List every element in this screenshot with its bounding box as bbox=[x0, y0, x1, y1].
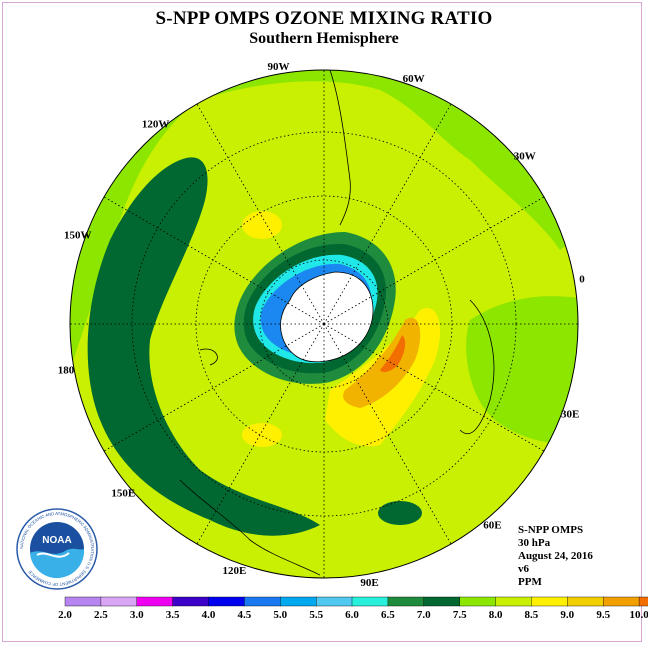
coastlines bbox=[179, 69, 495, 576]
info-line-units: PPM bbox=[518, 576, 542, 588]
noaa-logo-text: NOAA bbox=[42, 535, 71, 546]
colorbar-swatch bbox=[136, 596, 174, 607]
colorbar-label: 7.0 bbox=[417, 609, 431, 621]
colorbar-swatch bbox=[531, 596, 569, 607]
longitude-label: 60E bbox=[483, 520, 501, 532]
map-title: S-NPP OMPS OZONE MIXING RATIO bbox=[155, 8, 493, 29]
colorbar: 2.0 2.5 3.0 3.5 4.0 4.5 5.0 5.5 6.0 6.5 7.0 7.5 8.0 8… bbox=[58, 596, 648, 621]
yellow-patch-west bbox=[242, 211, 282, 239]
colorbar-swatch bbox=[208, 596, 246, 607]
longitude-label: 90E bbox=[360, 577, 378, 589]
colorbar-swatch bbox=[100, 596, 138, 607]
longitude-label: 30E bbox=[561, 409, 579, 421]
longitude-label: 120E bbox=[222, 565, 246, 577]
colorbar-swatch bbox=[172, 596, 210, 607]
colorbar-swatch bbox=[459, 596, 497, 607]
colorbar-label: 5.0 bbox=[273, 609, 287, 621]
yellow-patch-south bbox=[242, 423, 282, 447]
longitude-label: 150W bbox=[64, 229, 92, 241]
colorbar-label: 2.5 bbox=[94, 609, 108, 621]
dark-green-blob bbox=[378, 501, 422, 525]
colorbar-swatch bbox=[495, 596, 533, 607]
colorbar-label: 10.0 bbox=[629, 609, 648, 621]
colorbar-label: 5.5 bbox=[309, 609, 323, 621]
colorbar-label: 8.5 bbox=[525, 609, 539, 621]
colorbar-swatch bbox=[567, 596, 604, 607]
info-line-version: v6 bbox=[518, 563, 529, 575]
colorbar-label: 4.5 bbox=[238, 609, 252, 621]
longitude-label: 90W bbox=[268, 61, 290, 73]
info-line-satellite: S-NPP OMPS bbox=[518, 524, 584, 536]
colorbar-swatch bbox=[351, 596, 389, 607]
colorbar-label: 9.5 bbox=[596, 609, 610, 621]
longitude-label: 60W bbox=[403, 73, 425, 85]
colorbar-label: 8.0 bbox=[489, 609, 503, 621]
colorbar-swatch bbox=[244, 596, 281, 607]
globe-outline bbox=[69, 69, 579, 579]
colorbar-label: 3.0 bbox=[130, 609, 144, 621]
outer-green-belt bbox=[70, 70, 578, 400]
ozone-field bbox=[70, 70, 578, 578]
longitude-labels: 90W 60W 30W 0 30E 60E 90E 120E 150E 180 150W 120W bbox=[58, 61, 586, 589]
colorbar-swatch bbox=[423, 596, 461, 607]
colorbar-label: 3.5 bbox=[166, 609, 180, 621]
colorbar-label: 9.0 bbox=[560, 609, 574, 621]
deep-orange-patch bbox=[380, 335, 406, 373]
page-frame bbox=[2, 2, 642, 642]
info-line-date: August 24, 2016 bbox=[518, 550, 593, 562]
longitude-label: 180 bbox=[58, 365, 75, 377]
noaa-logo: NOAA NATIONAL OCEANIC AND ATMOSPHERIC AD… bbox=[16, 508, 98, 590]
longitude-label: 120W bbox=[142, 118, 170, 130]
colorbar-swatch bbox=[603, 596, 640, 607]
colorbar-label: 6.0 bbox=[345, 609, 359, 621]
colorbar-swatch bbox=[387, 596, 425, 607]
colorbar-label: 4.0 bbox=[202, 609, 216, 621]
info-line-pressure: 30 hPa bbox=[518, 537, 551, 549]
colorbar-label: 7.5 bbox=[453, 609, 467, 621]
colorbar-swatch bbox=[280, 596, 317, 607]
colorbar-label: 6.5 bbox=[381, 609, 395, 621]
map-subtitle: Southern Hemisphere bbox=[249, 30, 399, 47]
colorbar-label: 2.0 bbox=[58, 609, 72, 621]
longitude-label: 30W bbox=[514, 151, 536, 163]
colorbar-swatch bbox=[316, 596, 353, 607]
longitude-label: 150E bbox=[111, 487, 135, 499]
colorbar-swatch bbox=[64, 596, 102, 607]
colorbar-swatch bbox=[638, 596, 648, 607]
antarctica bbox=[280, 272, 374, 362]
longitude-label: 0 bbox=[579, 274, 585, 286]
graticule bbox=[70, 70, 578, 578]
